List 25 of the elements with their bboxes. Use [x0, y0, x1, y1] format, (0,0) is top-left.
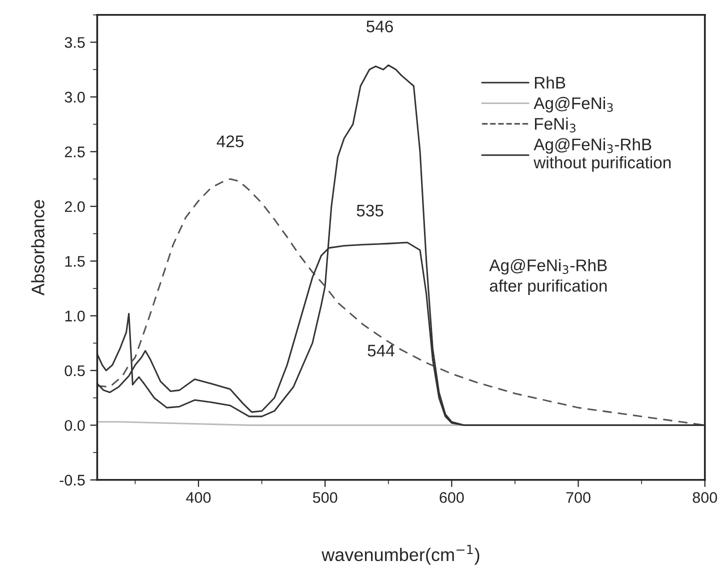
- annotation: 535: [356, 204, 384, 217]
- y-tick-label: 1.0: [65, 310, 85, 322]
- x-axis-title: wavenumber(cm$^{−1}$): [322, 544, 480, 565]
- annotation: 425: [216, 135, 244, 148]
- annotation: 546: [366, 20, 393, 32]
- x-tick-label: 700: [566, 492, 590, 503]
- x-tick-label: 800: [692, 492, 718, 503]
- annotation: 544: [368, 344, 394, 356]
- legend-label: Ag@FeNi$_{3}$: [534, 96, 613, 112]
- y-tick-label: 1.5: [65, 256, 85, 267]
- y-tick-label: 2.5: [64, 146, 85, 158]
- x-tick-label: 400: [186, 492, 211, 503]
- legend-label: FeNi$_{3}$: [534, 117, 576, 132]
- legend-label: RhB: [534, 76, 566, 88]
- y-tick-label: -0.5: [60, 474, 85, 486]
- annotation: Ag@FeNi$_{3}$-RhB after purification: [489, 259, 607, 296]
- y-tick-label: 3.5: [64, 37, 85, 48]
- y-tick-label: 2.0: [64, 201, 85, 212]
- y-axis-title: Absorbance: [31, 200, 44, 296]
- y-tick-label: 0.5: [64, 365, 85, 376]
- legend-label: Ag@FeNi$_{3}$-RhB without purification: [534, 138, 671, 172]
- y-tick-label: 3.0: [64, 92, 85, 103]
- x-tick-label: 500: [312, 492, 338, 503]
- y-tick-label: 0.0: [64, 420, 85, 431]
- x-tick-label: 600: [440, 492, 464, 503]
